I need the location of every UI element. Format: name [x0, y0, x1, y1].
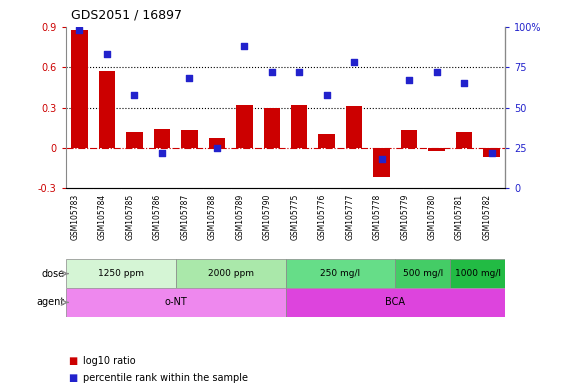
Bar: [395, 259, 451, 288]
Bar: [401, 131, 417, 148]
Text: GSM105776: GSM105776: [317, 194, 327, 240]
Text: GSM105777: GSM105777: [345, 194, 354, 240]
Bar: [291, 105, 307, 148]
Bar: [483, 148, 500, 157]
Bar: [154, 129, 170, 148]
Bar: [456, 132, 472, 148]
Text: 1250 ppm: 1250 ppm: [98, 269, 144, 278]
Bar: [428, 148, 445, 151]
Bar: [286, 288, 505, 317]
Bar: [66, 259, 176, 288]
Text: GSM105775: GSM105775: [290, 194, 299, 240]
Point: [377, 156, 386, 162]
Bar: [263, 108, 280, 148]
Text: GSM105785: GSM105785: [126, 194, 134, 240]
Bar: [99, 71, 115, 148]
Bar: [181, 131, 198, 148]
Text: GSM105781: GSM105781: [455, 194, 464, 240]
Text: percentile rank within the sample: percentile rank within the sample: [83, 373, 248, 383]
Bar: [236, 105, 252, 148]
Point: [349, 59, 359, 65]
Text: GSM105779: GSM105779: [400, 194, 409, 240]
Text: GDS2051 / 16897: GDS2051 / 16897: [71, 8, 182, 21]
Point: [212, 145, 222, 151]
Point: [102, 51, 111, 57]
Text: dose: dose: [41, 268, 65, 279]
Bar: [286, 259, 395, 288]
Bar: [319, 134, 335, 148]
Text: GSM105788: GSM105788: [208, 194, 217, 240]
Point: [157, 150, 166, 156]
Text: GSM105784: GSM105784: [98, 194, 107, 240]
Bar: [176, 259, 286, 288]
Point: [487, 150, 496, 156]
Point: [432, 69, 441, 75]
Bar: [71, 30, 88, 148]
Text: 1000 mg/l: 1000 mg/l: [455, 269, 501, 278]
Text: 250 mg/l: 250 mg/l: [320, 269, 360, 278]
Text: GSM105790: GSM105790: [263, 194, 272, 240]
Bar: [346, 106, 363, 148]
Text: BCA: BCA: [385, 297, 405, 308]
Text: 2000 ppm: 2000 ppm: [207, 269, 254, 278]
Text: GSM105789: GSM105789: [235, 194, 244, 240]
Bar: [126, 132, 143, 148]
Text: log10 ratio: log10 ratio: [83, 356, 135, 366]
Point: [322, 91, 331, 98]
Text: agent: agent: [36, 297, 65, 308]
Bar: [208, 139, 225, 148]
Bar: [66, 288, 286, 317]
Point: [405, 77, 414, 83]
Text: o-NT: o-NT: [164, 297, 187, 308]
Text: GSM105787: GSM105787: [180, 194, 190, 240]
Bar: [451, 259, 505, 288]
Point: [460, 80, 469, 86]
Point: [267, 69, 276, 75]
Text: GSM105778: GSM105778: [373, 194, 381, 240]
Text: ■: ■: [69, 356, 78, 366]
Text: 500 mg/l: 500 mg/l: [403, 269, 443, 278]
Text: GSM105782: GSM105782: [482, 194, 492, 240]
Point: [240, 43, 249, 49]
Point: [185, 75, 194, 81]
Point: [75, 27, 84, 33]
Text: ■: ■: [69, 373, 78, 383]
Text: GSM105780: GSM105780: [428, 194, 437, 240]
Point: [130, 91, 139, 98]
Bar: [373, 148, 390, 177]
Text: GSM105783: GSM105783: [70, 194, 79, 240]
Text: GSM105786: GSM105786: [153, 194, 162, 240]
Point: [295, 69, 304, 75]
